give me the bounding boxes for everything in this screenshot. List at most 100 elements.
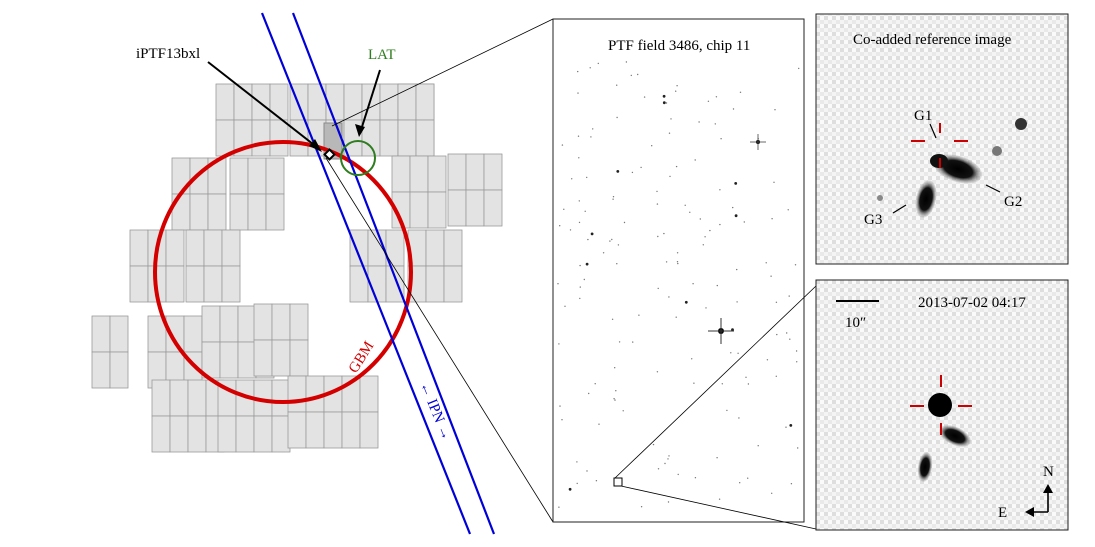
galaxy-label-g2: G2 [1004, 194, 1022, 210]
ptf-tile [187, 415, 207, 453]
field-star-dots [557, 61, 800, 508]
field-star [598, 423, 600, 425]
ptf-tile [391, 155, 411, 193]
field-star [721, 383, 723, 385]
field-star [715, 96, 718, 98]
field-star [770, 275, 772, 277]
transient-pointer-arrowhead [309, 139, 322, 152]
field-star [675, 90, 677, 92]
ptf-tile [287, 375, 307, 413]
ipn-annulus-line-left [260, 12, 472, 535]
transient-marker [323, 148, 336, 161]
field-star [656, 203, 659, 205]
zoom-line-ref-bottom [620, 485, 817, 530]
ptf-tile [349, 229, 369, 267]
ptf-tile [359, 375, 379, 413]
field-star [564, 305, 566, 307]
field-star [797, 447, 799, 449]
zoom-line-bottom [325, 157, 554, 523]
field-star [726, 409, 728, 412]
field-star [632, 341, 634, 343]
ptf-tile [189, 193, 209, 231]
ptf-tile [215, 119, 235, 157]
ptf-tile [185, 265, 205, 303]
ptf-tile [203, 229, 223, 267]
ptf-tile [203, 265, 223, 303]
field-star [795, 350, 798, 352]
field-star [561, 144, 564, 146]
discovery-timestamp: 2013-07-02 04:17 [918, 295, 1026, 311]
reference-panel: Co-added reference image G1 G2 G3 [815, 13, 1069, 265]
ptf-tile [229, 193, 249, 231]
field-star [558, 343, 560, 345]
field-star [718, 498, 721, 500]
ptf-tile [447, 153, 467, 191]
ptf-tile [379, 83, 399, 121]
field-star [719, 189, 721, 191]
field-star [790, 483, 793, 485]
field-star [656, 190, 658, 193]
galaxy-label-g3: G3 [864, 212, 882, 228]
field-star [677, 262, 679, 265]
field-star [561, 419, 563, 421]
lat-label: LAT [368, 47, 396, 63]
ptf-tile [483, 189, 503, 227]
field-star [616, 263, 618, 265]
ptf-tile-footprints [91, 83, 503, 453]
field-star [684, 300, 688, 304]
ptf-tile [247, 193, 267, 231]
ptf-tile [183, 315, 203, 353]
bright-star-spike [708, 318, 734, 344]
ptf-tile [427, 155, 447, 193]
ptf-tile [219, 305, 239, 343]
ptf-tile [187, 379, 207, 417]
field-star [609, 240, 611, 242]
field-star [739, 91, 742, 94]
field-star [667, 501, 670, 503]
field-star [794, 264, 797, 266]
field-star [738, 417, 740, 419]
field-star [771, 492, 773, 494]
field-star [578, 200, 580, 202]
ptf-tile [409, 155, 429, 193]
field-star [785, 426, 787, 428]
field-star [743, 221, 745, 223]
field-star [669, 175, 671, 178]
ptf-tile [251, 83, 271, 121]
field-star [798, 67, 800, 70]
field-star [773, 181, 775, 183]
field-star [786, 332, 788, 334]
field-star [590, 232, 594, 236]
field-star [651, 145, 653, 147]
zoom-line-top [331, 18, 554, 127]
field-star [576, 482, 578, 485]
field-star [615, 390, 617, 392]
compass-rose: N E [998, 464, 1054, 521]
galaxy-g3-blob [915, 180, 937, 218]
field-star [623, 221, 626, 224]
field-panel: PTF field 3486, chip 11 [552, 18, 805, 523]
field-star [638, 314, 640, 316]
field-star [691, 358, 693, 360]
field-star [757, 445, 759, 447]
field-star [592, 128, 594, 130]
lat-pointer-arrowhead [355, 124, 365, 137]
field-star [788, 295, 790, 297]
ptf-tile [409, 191, 429, 229]
field-star [698, 121, 700, 123]
ptf-tile [151, 415, 171, 453]
field-star [745, 376, 747, 378]
transient-label: iPTF13bxl [136, 46, 200, 62]
field-star [796, 361, 798, 363]
ptf-tile [415, 83, 435, 121]
field-star [667, 458, 669, 460]
field-star [622, 410, 624, 412]
field-star [657, 235, 659, 238]
field-star [630, 74, 632, 77]
field-star [618, 341, 621, 343]
ptf-tile [361, 83, 381, 121]
field-star [766, 359, 769, 361]
field-star [689, 211, 691, 213]
ptf-tile [265, 157, 285, 195]
field-star [775, 375, 777, 377]
